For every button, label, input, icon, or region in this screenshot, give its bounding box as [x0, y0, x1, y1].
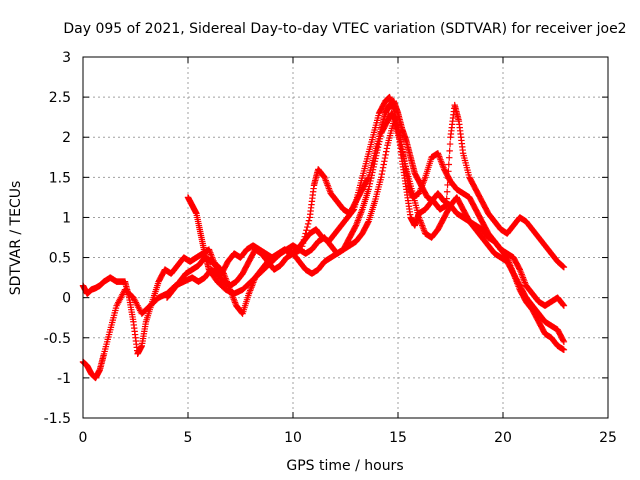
data-point [378, 170, 386, 178]
data-point [305, 217, 313, 224]
chart-title: Day 095 of 2021, Sidereal Day-to-day VTE… [63, 21, 626, 37]
data-point [443, 188, 451, 195]
data-point [364, 175, 372, 182]
y-tick-label: 1.5 [49, 170, 71, 186]
data-point [560, 338, 568, 345]
x-tick-label: 0 [79, 430, 88, 446]
data-point [444, 181, 451, 189]
data-point [301, 233, 308, 240]
y-tick-label: -1 [57, 371, 71, 387]
x-tick-labels: 0 5 10 15 20 25 [79, 430, 617, 446]
data-point [304, 223, 311, 231]
y-tick-label: 2 [62, 130, 71, 146]
data-point [382, 151, 389, 159]
x-tick-label: 5 [184, 430, 193, 446]
x-tick-label: 15 [389, 430, 407, 446]
y-tick-labels: -1.5 -1 -0.5 0 0.5 1 1.5 2 2.5 3 [44, 50, 71, 427]
data-point [445, 161, 453, 168]
data-point [379, 164, 387, 171]
data-point [397, 140, 404, 148]
data-point [352, 223, 359, 230]
data-point [446, 154, 453, 161]
y-tick-label: 3 [62, 50, 71, 66]
data-point [443, 195, 450, 202]
data-point [515, 265, 523, 272]
data-point [383, 148, 390, 155]
y-tick-label: -0.5 [44, 331, 71, 347]
data-point [445, 168, 452, 175]
data-point [366, 183, 373, 190]
data-point [379, 167, 386, 175]
data-point [299, 239, 307, 247]
data-point [365, 186, 372, 193]
data-point [398, 143, 405, 151]
data-point [399, 149, 406, 156]
data-point [560, 337, 567, 344]
data-point [401, 160, 409, 167]
series-track-d [163, 117, 568, 354]
data-point [383, 145, 391, 152]
tick-marks [82, 56, 609, 419]
series-track-a [79, 93, 568, 358]
data-point [560, 346, 568, 354]
x-tick-label: 25 [599, 430, 617, 446]
data-point [381, 154, 389, 162]
y-tick-label: 1 [62, 210, 71, 226]
data-point [446, 140, 454, 148]
data-point [398, 146, 406, 153]
data-point [238, 309, 246, 317]
y-axis-label: SDTVAR / TECUs [8, 181, 24, 296]
data-point [509, 269, 517, 276]
data-point [446, 147, 453, 155]
data-point [400, 152, 407, 159]
data-point [396, 138, 404, 145]
data-point [444, 174, 452, 182]
data-point [304, 220, 312, 228]
data-point [381, 158, 388, 165]
y-tick-label: 2.5 [49, 90, 71, 106]
data-point [400, 154, 408, 162]
data-point [378, 174, 385, 181]
grid-lines [83, 57, 608, 418]
plot-frame [82, 56, 609, 419]
data-point [402, 163, 409, 170]
data-point [380, 161, 387, 168]
x-tick-label: 10 [284, 430, 302, 446]
data-point [300, 236, 308, 244]
data-point [560, 263, 568, 271]
x-tick-label: 20 [494, 430, 512, 446]
y-tick-label: -1.5 [44, 411, 71, 427]
data-point [364, 219, 372, 226]
data-points [79, 93, 568, 382]
data-point [401, 157, 408, 165]
data-point [560, 301, 567, 309]
y-tick-label: 0.5 [49, 251, 71, 267]
data-point [302, 230, 309, 237]
data-point [303, 227, 310, 234]
y-tick-label: 0 [62, 291, 71, 307]
x-axis-label: GPS time / hours [286, 458, 403, 474]
data-point [560, 302, 568, 309]
series-track-b [79, 109, 568, 382]
